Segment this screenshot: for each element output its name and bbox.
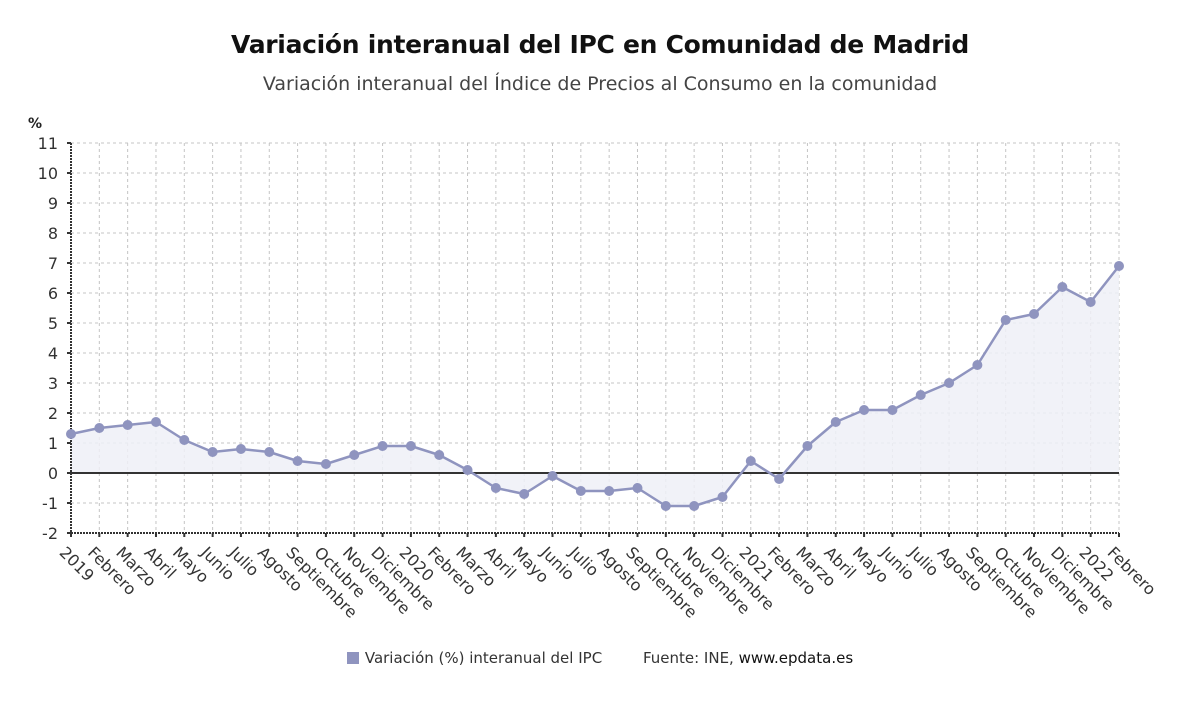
y-tick-label: 4 [48, 344, 58, 363]
y-tick-label: 3 [48, 374, 58, 393]
data-point [320, 459, 331, 469]
y-tick-label: -2 [42, 524, 58, 543]
y-tick-label: 5 [48, 314, 58, 333]
data-point [179, 435, 190, 445]
data-point [774, 474, 785, 484]
data-point [1000, 315, 1011, 325]
data-points [66, 261, 1124, 511]
source-prefix: Fuente: INE, [642, 649, 739, 667]
data-point [915, 390, 926, 400]
data-point [660, 501, 671, 511]
data-point [944, 378, 955, 388]
data-point [1085, 297, 1096, 307]
data-point [292, 456, 303, 466]
y-tick-label: -1 [42, 494, 58, 513]
data-point [462, 465, 473, 475]
data-point [519, 489, 530, 499]
legend-swatch [346, 652, 359, 664]
y-tick-label: 1 [48, 434, 58, 453]
y-tick-label: 9 [48, 194, 58, 213]
area-path [71, 266, 1119, 506]
data-point [235, 444, 246, 454]
data-point [1057, 282, 1068, 292]
data-point [66, 429, 76, 439]
y-tick-label: 10 [38, 164, 58, 183]
data-point [717, 492, 728, 502]
y-tick-label: 11 [38, 134, 58, 153]
data-point [490, 483, 501, 493]
data-point [859, 405, 870, 415]
legend: Variación (%) interanual del IPC Fuente:… [0, 649, 1200, 667]
data-point [1029, 309, 1040, 319]
data-point [745, 456, 756, 466]
y-tick-label: 8 [48, 224, 58, 243]
y-tick-label: 7 [48, 254, 58, 273]
data-point [405, 441, 416, 451]
legend-label: Variación (%) interanual del IPC [364, 649, 603, 667]
data-point [972, 360, 983, 370]
data-point [207, 447, 218, 457]
y-tick-label: 2 [48, 404, 58, 423]
source-text: Fuente: INE, www.epdata.es [643, 649, 853, 667]
area-fill [71, 266, 1119, 506]
data-point [887, 405, 898, 415]
data-point [434, 450, 445, 460]
data-point [94, 423, 105, 433]
data-point [575, 486, 586, 496]
chart-title: Variación interanual del IPC en Comunida… [231, 30, 969, 59]
data-point [830, 417, 841, 427]
data-point [1114, 261, 1124, 271]
data-point [122, 420, 133, 430]
chart-subtitle: Variación interanual del Índice de Preci… [262, 73, 938, 95]
data-point [689, 501, 700, 511]
data-point [632, 483, 643, 493]
data-point [604, 486, 615, 496]
data-point [264, 447, 275, 457]
y-tick-label: 6 [48, 284, 58, 303]
y-axis-label: % [28, 116, 42, 132]
y-tick-label: 0 [48, 464, 58, 483]
data-point [150, 417, 161, 427]
data-point [547, 471, 558, 481]
axes [70, 143, 1119, 534]
data-point [377, 441, 388, 451]
data-point [349, 450, 360, 460]
data-point [802, 441, 813, 451]
x-axis-ticks: 2019FebreroMarzoAbrilMayoJunioJulioAgost… [56, 533, 1160, 622]
source-link[interactable]: www.epdata.es [738, 649, 854, 667]
